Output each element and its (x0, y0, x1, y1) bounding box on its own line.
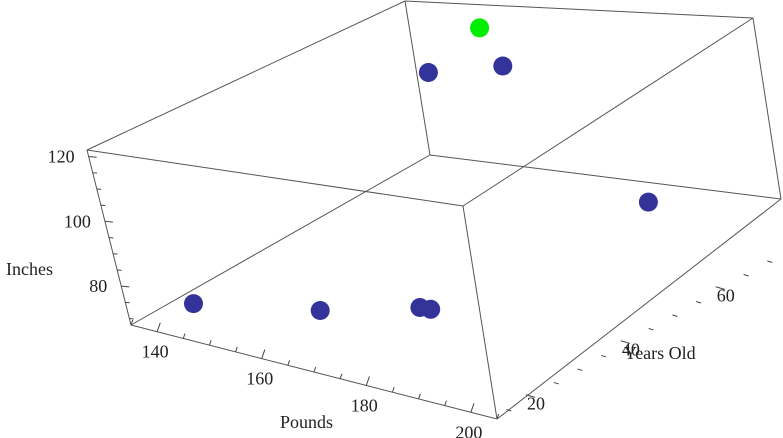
bounding-box (86, 0, 782, 420)
y-minor-tick (506, 408, 512, 412)
x-tick-label: 160 (246, 369, 273, 389)
x-minor-tick (208, 340, 212, 346)
data-points (184, 18, 658, 320)
y-minor-tick (577, 368, 583, 371)
y-minor-tick (672, 314, 678, 317)
edge-top-left (86, 0, 406, 151)
data-point (418, 63, 438, 82)
data-point (421, 299, 441, 319)
data-point (470, 18, 490, 38)
data-point (638, 192, 658, 212)
tick-labels: 140 160 180 200 20 40 60 80 100 120 (48, 146, 735, 438)
edge-top-front (86, 149, 464, 207)
z-tick-label: 120 (48, 146, 75, 166)
y-major-tick (525, 394, 536, 398)
edge-top-right (462, 17, 754, 207)
x-minor-tick (287, 360, 291, 366)
x-tick-label: 200 (455, 422, 482, 438)
z-major-tick (121, 285, 130, 288)
y-minor-tick (767, 260, 773, 263)
x-axis-label: Pounds (280, 412, 333, 432)
y-axis-label: Years Old (624, 343, 696, 363)
z-major-tick (88, 155, 97, 158)
x-minor-tick (339, 373, 343, 379)
edge-bottom-right (496, 198, 782, 420)
y-tick-label: 40 (622, 339, 640, 359)
x-minor-tick (418, 393, 421, 400)
y-tick-label: 60 (717, 285, 735, 305)
x-minor-tick (313, 366, 317, 373)
x-tick-label: 180 (351, 395, 378, 415)
y-minor-tick (553, 381, 559, 385)
x-major-tick (470, 403, 475, 413)
x-major-tick (261, 349, 266, 359)
x-major-tick (156, 322, 161, 332)
x-minor-tick (182, 333, 186, 339)
z-axis-label: Inches (6, 259, 53, 279)
x-minor-tick (444, 400, 447, 406)
y-minor-tick (601, 354, 607, 358)
edge-vertical-back-left (404, 0, 431, 156)
y-major-tick (715, 286, 725, 290)
edge-top-back (404, 0, 754, 19)
x-minor-tick (235, 346, 238, 353)
x-major-tick (365, 376, 370, 386)
x-minor-tick (496, 413, 500, 420)
edge-vertical-back-right (752, 17, 782, 200)
data-point (184, 294, 203, 314)
x-minor-tick (130, 319, 134, 326)
edge-bottom-left (130, 154, 431, 326)
data-point (493, 56, 513, 76)
x-tick-label: 140 (142, 342, 169, 362)
z-major-tick (104, 220, 113, 223)
y-major-tick (620, 340, 631, 344)
y-minor-tick (648, 327, 654, 331)
y-tick-label: 20 (527, 393, 545, 413)
edge-vertical-front-right (462, 205, 498, 420)
y-minor-tick (743, 274, 749, 277)
z-tick-label: 80 (89, 276, 107, 296)
axis-ticks (88, 155, 773, 420)
edge-bottom-back (429, 154, 782, 200)
y-minor-tick (695, 301, 702, 304)
data-point (310, 301, 330, 320)
z-tick-label: 100 (64, 211, 91, 231)
x-minor-tick (391, 387, 395, 393)
